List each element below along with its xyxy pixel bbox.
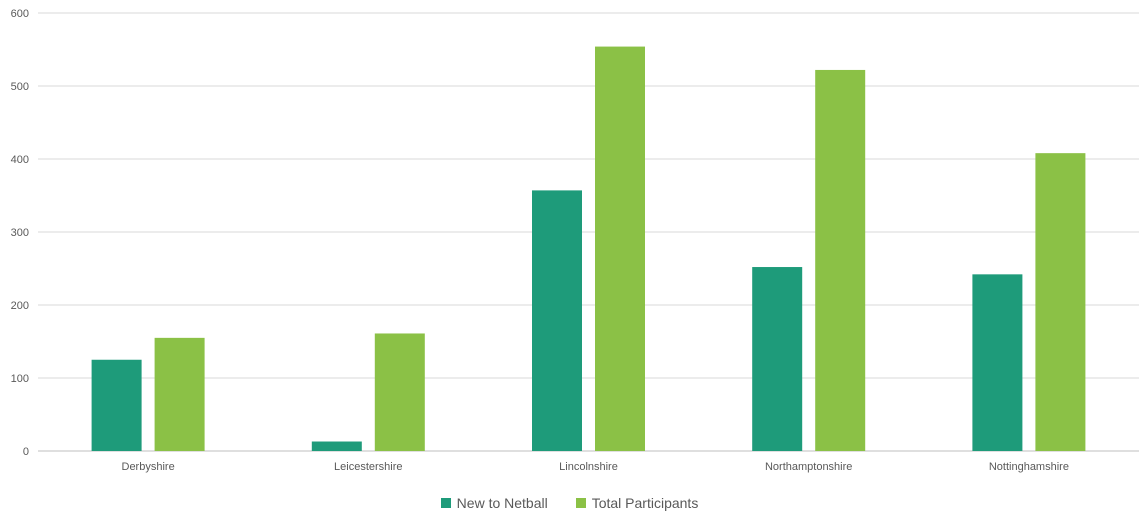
bar-nottinghamshire-total-participants [1035,153,1086,451]
x-tick-label-leicestershire: Leicestershire [334,461,402,473]
bar-northamptonshire-total-participants [815,69,866,451]
legend-label-total-participants: Total Participants [591,495,699,511]
legend-swatch-total-participants [575,498,586,508]
bar-northamptonshire-new-to-netball [752,267,803,451]
y-tick-label-0: 0 [23,446,29,458]
legend-item-total-participants: Total Participants [575,495,699,511]
legend-swatch-new-to-netball [440,498,451,508]
y-tick-label-300: 300 [11,227,29,239]
bar-leicestershire-total-participants [374,333,425,451]
x-tick-label-lincolnshire: Lincolnshire [559,461,618,473]
x-axis: Derbyshire Leicestershire Lincolnshire Nort… [122,461,1069,473]
y-tick-label-600: 600 [11,8,29,20]
bar-derbyshire-total-participants [154,337,205,451]
y-tick-label-400: 400 [11,154,29,166]
y-tick-label-200: 200 [11,300,29,312]
y-tick-label-100: 100 [11,373,29,385]
x-tick-label-northamptonshire: Northamptonshire [765,461,852,473]
y-tick-label-500: 500 [11,81,29,93]
x-tick-label-derbyshire: Derbyshire [122,461,175,473]
bar-lincolnshire-new-to-netball [532,190,582,451]
bar-derbyshire-new-to-netball [91,359,142,451]
bar-leicestershire-new-to-netball [311,441,362,451]
bar-lincolnshire-total-participants [595,46,645,452]
y-axis: 0 100 200 300 400 500 600 [11,8,29,458]
bars [91,46,1086,452]
gridlines [38,12,1139,452]
legend-item-new-to-netball: New to Netball [440,495,548,511]
bar-nottinghamshire-new-to-netball [972,274,1023,451]
legend: New to Netball Total Participants [0,495,1139,511]
legend-label-new-to-netball: New to Netball [456,495,548,511]
x-tick-label-nottinghamshire: Nottinghamshire [989,461,1069,473]
